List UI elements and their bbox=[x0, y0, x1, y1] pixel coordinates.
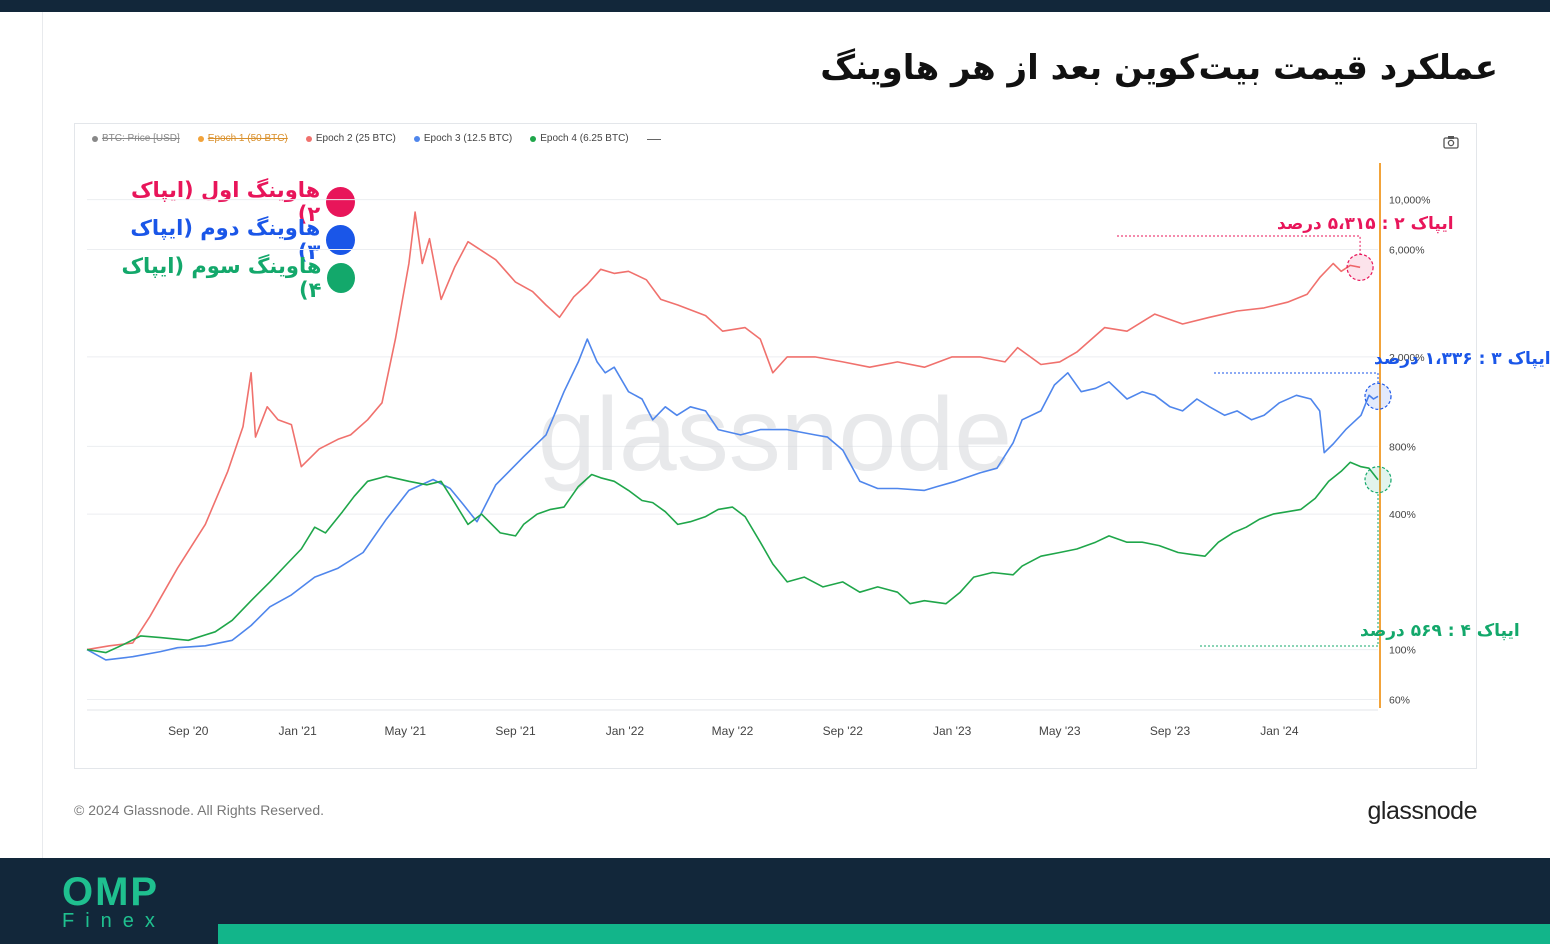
fa-legend-row-epoch4: هاوینگ سوم (ایپاک ۴) bbox=[110, 254, 355, 302]
annotation-leader bbox=[1214, 372, 1379, 384]
x-tick-label: Jan '23 bbox=[933, 724, 972, 738]
page-title: عملکرد قیمت بیت‌کوین بعد از هر هاوینگ bbox=[820, 48, 1498, 88]
legend-label: Epoch 3 (12.5 BTC) bbox=[423, 133, 513, 144]
epoch2-dot-icon bbox=[326, 187, 355, 217]
y-tick-label: 400% bbox=[1389, 509, 1416, 521]
y-tick-label: 800% bbox=[1389, 441, 1416, 453]
x-tick-label: May '23 bbox=[1039, 724, 1081, 738]
legend-dot bbox=[92, 135, 98, 142]
legend-item-epoch2[interactable]: Epoch 2 (25 BTC) bbox=[305, 133, 396, 144]
y-tick-label: 2,000% bbox=[1389, 352, 1425, 364]
x-tick-label: Sep '21 bbox=[495, 724, 536, 738]
watermark-text: glassnode bbox=[538, 377, 1012, 493]
top-bar bbox=[0, 0, 1550, 12]
y-tick-label: 100% bbox=[1389, 645, 1416, 657]
legend-dot bbox=[413, 135, 420, 142]
fa-legend-row-epoch2: هاوینگ اول (ایپاک ۲) bbox=[110, 178, 355, 226]
x-tick-label: May '21 bbox=[384, 724, 426, 738]
legend-item-epoch3[interactable]: Epoch 3 (12.5 BTC) bbox=[413, 133, 513, 144]
legend-label: Epoch 1 (50 BTC) bbox=[207, 133, 288, 144]
legend-dot bbox=[530, 135, 537, 142]
chart-legend: BTC: Price [USD] Epoch 1 (50 BTC) Epoch … bbox=[92, 133, 661, 144]
annotation-marker bbox=[1364, 382, 1392, 410]
series-line-epoch3 bbox=[86, 338, 1379, 661]
legend-item-btc-price[interactable]: BTC: Price [USD] bbox=[92, 133, 180, 144]
left-divider bbox=[42, 12, 43, 858]
annotation-label: ایپاک ۴ : ۵۶۹ درصد bbox=[1360, 621, 1520, 641]
fa-legend-label: هاوینگ سوم (ایپاک ۴) bbox=[121, 254, 322, 302]
series-line-epoch4 bbox=[86, 461, 1379, 654]
legend-item-epoch4[interactable]: Epoch 4 (6.25 BTC) bbox=[530, 133, 629, 144]
omp-logo: OMP bbox=[62, 870, 160, 914]
camera-icon[interactable] bbox=[1443, 135, 1459, 149]
x-tick-label: Jan '21 bbox=[279, 724, 318, 738]
annotation-leader bbox=[1117, 235, 1361, 255]
copyright-text: © 2024 Glassnode. All Rights Reserved. bbox=[74, 802, 325, 818]
legend-label: Epoch 4 (6.25 BTC) bbox=[540, 133, 629, 144]
epoch4-dot-icon bbox=[327, 263, 355, 293]
annotation-leader bbox=[1200, 492, 1379, 647]
brand-logo: glassnode bbox=[1367, 797, 1478, 825]
chart-frame bbox=[74, 123, 1477, 769]
legend-item-epoch1[interactable]: Epoch 1 (50 BTC) bbox=[197, 133, 288, 144]
legend-more-indicator[interactable] bbox=[646, 139, 661, 140]
annotation-label: ایپاک ۲ : ۵،۳۱۵ درصد bbox=[1277, 214, 1454, 234]
y-tick-label: 6,000% bbox=[1389, 245, 1425, 257]
x-tick-label: Jan '24 bbox=[1260, 724, 1299, 738]
fa-legend-label: هاوینگ دوم (ایپاک ۳) bbox=[130, 216, 321, 264]
fa-legend-label: هاوینگ اول (ایپاک ۲) bbox=[131, 178, 321, 226]
finex-logo-text: Finex bbox=[62, 910, 166, 932]
x-tick-label: May '22 bbox=[712, 724, 754, 738]
x-tick-label: Jan '22 bbox=[606, 724, 645, 738]
y-tick-label: 10,000% bbox=[1389, 195, 1430, 207]
x-tick-label: Sep '22 bbox=[823, 724, 864, 738]
x-tick-label: Sep '20 bbox=[168, 724, 209, 738]
legend-label: Epoch 2 (25 BTC) bbox=[315, 133, 396, 144]
annotation-marker bbox=[1364, 466, 1392, 494]
x-tick-label: Sep '23 bbox=[1150, 724, 1191, 738]
series-line-epoch2 bbox=[86, 211, 1361, 651]
legend-label: BTC: Price [USD] bbox=[102, 133, 180, 144]
y-tick-label: 60% bbox=[1389, 694, 1410, 706]
legend-dot bbox=[197, 135, 204, 142]
annotation-label: ایپاک ۳ : ۱،۳۳۶ درصد bbox=[1374, 349, 1550, 369]
annotation-marker bbox=[1346, 253, 1374, 281]
footer-accent-bar bbox=[218, 924, 1550, 944]
legend-dot bbox=[305, 135, 312, 142]
